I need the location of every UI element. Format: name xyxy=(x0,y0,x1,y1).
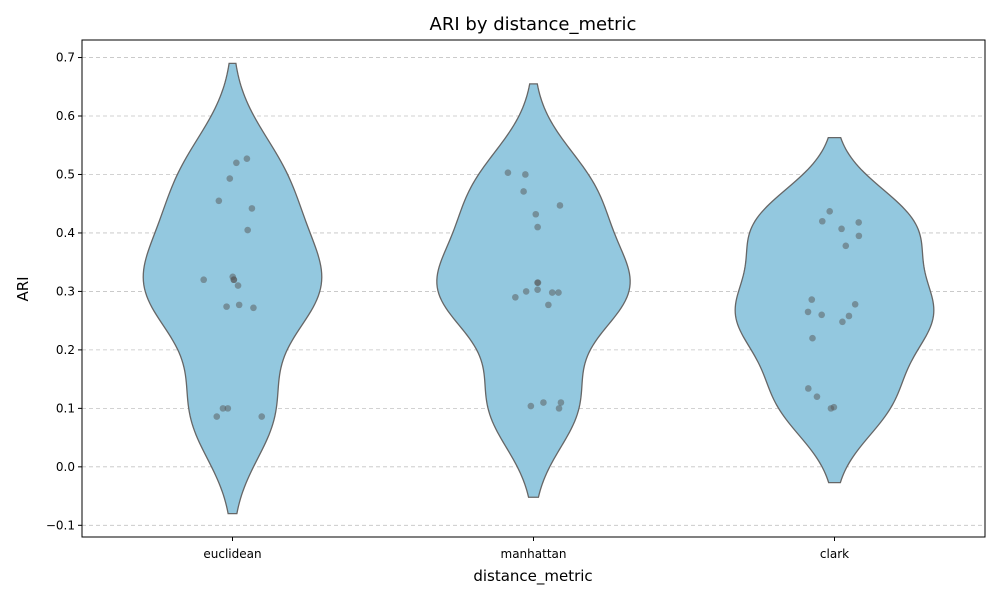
data-point xyxy=(213,413,221,420)
y-tick-label: 0.1 xyxy=(56,401,75,415)
data-point xyxy=(219,405,227,412)
data-point xyxy=(522,171,529,178)
data-point xyxy=(215,197,223,205)
y-tick-label: 0.0 xyxy=(56,460,75,474)
data-point xyxy=(230,276,238,284)
data-point xyxy=(826,208,833,215)
y-tick-label: −0.1 xyxy=(46,518,75,532)
data-point xyxy=(555,405,563,412)
data-point xyxy=(818,217,826,225)
data-point xyxy=(842,242,850,250)
data-point xyxy=(243,155,251,162)
data-point xyxy=(223,303,230,310)
data-point xyxy=(838,225,845,233)
x-tick-label: clark xyxy=(820,547,849,561)
y-axis: −0.1 0.0 0.1 0.2 0.3 0.4 0.5 0.6 0.7 xyxy=(46,51,82,532)
y-axis-label: ARI xyxy=(14,276,32,301)
data-point xyxy=(556,202,564,209)
violin-clark xyxy=(734,137,935,484)
chart-title: ARI by distance_metric xyxy=(430,14,637,35)
data-point xyxy=(248,205,256,212)
data-point xyxy=(527,402,535,410)
data-point xyxy=(200,276,207,284)
data-point xyxy=(226,175,234,182)
data-point xyxy=(235,301,243,309)
x-axis: euclidean manhattan clark xyxy=(203,537,849,561)
x-axis-label: distance_metric xyxy=(473,567,592,586)
violin-euclidean xyxy=(142,62,323,515)
data-point xyxy=(545,301,552,309)
data-point xyxy=(250,304,257,312)
y-tick-label: 0.7 xyxy=(56,51,75,65)
data-point xyxy=(555,289,562,296)
data-point xyxy=(827,405,835,412)
data-point xyxy=(855,219,862,226)
data-point xyxy=(808,296,816,303)
data-point xyxy=(809,334,816,342)
x-tick-label: euclidean xyxy=(203,547,261,561)
y-tick-label: 0.5 xyxy=(56,167,75,181)
data-point xyxy=(233,159,240,167)
data-point xyxy=(839,318,846,326)
data-point xyxy=(244,226,251,234)
data-point xyxy=(548,289,556,296)
data-point xyxy=(534,279,542,286)
y-tick-label: 0.3 xyxy=(56,284,75,298)
data-point xyxy=(522,288,530,295)
data-point xyxy=(845,312,853,320)
data-point xyxy=(851,300,859,308)
data-point xyxy=(534,223,541,231)
point-layer xyxy=(200,155,863,420)
data-point xyxy=(540,399,547,406)
data-point xyxy=(258,413,266,420)
data-point xyxy=(813,393,821,400)
data-point xyxy=(532,210,540,218)
data-point xyxy=(520,188,527,195)
violin-layer xyxy=(142,62,935,515)
data-point xyxy=(224,405,232,412)
data-point xyxy=(855,232,863,240)
data-point xyxy=(804,385,812,392)
data-point xyxy=(557,399,565,406)
x-tick-label: manhattan xyxy=(501,547,567,561)
y-tick-label: 0.6 xyxy=(56,109,75,123)
y-tick-label: 0.2 xyxy=(56,343,75,357)
violin-manhattan xyxy=(436,83,631,498)
data-point xyxy=(504,169,512,177)
data-point xyxy=(804,308,812,316)
data-point xyxy=(818,311,825,319)
y-tick-label: 0.4 xyxy=(56,226,75,240)
data-point xyxy=(534,286,541,293)
data-point xyxy=(234,282,242,289)
data-point xyxy=(512,293,519,301)
